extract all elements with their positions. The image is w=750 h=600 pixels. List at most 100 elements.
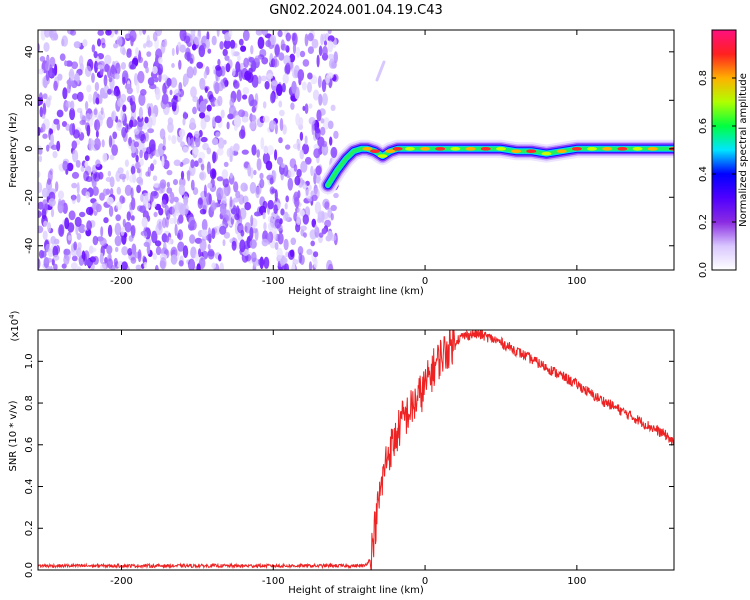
- noise-speck: [95, 159, 101, 168]
- noise-speck: [240, 45, 247, 52]
- noise-speck: [294, 196, 300, 208]
- noise-speck: [57, 200, 64, 214]
- noise-speck: [299, 50, 306, 58]
- noise-speck: [38, 148, 43, 155]
- noise-speck: [170, 254, 178, 265]
- noise-speck: [56, 140, 61, 152]
- signal-hotspot: [420, 147, 431, 151]
- noise-speck: [53, 80, 58, 91]
- noise-speck: [318, 93, 323, 106]
- colorbar: 0.0 0.2 0.4 0.6 0.8 Normalized spectral ampl…: [698, 29, 749, 278]
- noise-speck: [196, 263, 201, 270]
- noise-speck: [237, 54, 241, 62]
- noise-speck: [232, 197, 239, 203]
- noise-speck: [198, 248, 202, 258]
- noise-speck: [78, 258, 84, 266]
- noise-speck: [280, 208, 285, 216]
- noise-speck: [251, 251, 257, 263]
- noise-speck: [130, 215, 135, 221]
- noise-speck: [180, 141, 186, 148]
- noise-speck: [211, 138, 219, 146]
- noise-speck: [51, 144, 58, 150]
- noise-speck: [117, 167, 124, 174]
- noise-speck: [84, 65, 92, 78]
- noise-speck: [164, 205, 170, 216]
- noise-speck: [137, 70, 145, 84]
- noise-speck: [259, 178, 265, 189]
- noise-speck: [153, 211, 158, 218]
- noise-speck: [214, 81, 220, 95]
- noise-speck: [155, 87, 161, 101]
- noise-speck: [41, 187, 49, 198]
- noise-speck: [278, 137, 283, 144]
- noise-speck: [92, 255, 99, 265]
- noise-speck: [193, 147, 199, 156]
- signal-hotspot: [465, 147, 476, 151]
- snr-x-tick-label: -100: [262, 576, 285, 587]
- noise-speck: [314, 126, 321, 140]
- noise-speck: [86, 220, 92, 231]
- noise-speck: [321, 228, 327, 235]
- noise-speck: [152, 66, 158, 74]
- noise-speck: [125, 170, 130, 181]
- noise-speck: [119, 195, 125, 205]
- noise-speck: [157, 57, 163, 64]
- noise-speck: [194, 160, 199, 167]
- noise-speck: [291, 80, 297, 94]
- noise-speck: [300, 160, 308, 173]
- signal-hotspot: [404, 147, 415, 151]
- noise-speck: [74, 216, 82, 227]
- noise-speck: [318, 45, 323, 57]
- noise-speck: [38, 182, 43, 194]
- noise-speck: [241, 116, 249, 123]
- noise-speck: [327, 40, 334, 53]
- noise-speck: [330, 204, 337, 212]
- spectrogram-x-tick-label: -200: [110, 276, 133, 287]
- noise-speck: [233, 143, 240, 152]
- noise-speck: [178, 214, 184, 224]
- noise-speck: [116, 35, 123, 47]
- noise-speck: [296, 168, 302, 178]
- noise-speck: [63, 248, 71, 256]
- colorbar-frame: [711, 29, 737, 271]
- noise-speck: [262, 212, 266, 220]
- noise-speck: [225, 209, 231, 222]
- noise-speck: [129, 30, 137, 42]
- noise-speck: [124, 33, 131, 39]
- noise-speck: [194, 252, 199, 262]
- noise-speck: [187, 258, 196, 270]
- noise-speck: [231, 240, 237, 251]
- noise-speck: [249, 121, 256, 130]
- noise-speck: [297, 69, 305, 82]
- noise-speck: [92, 186, 99, 196]
- noise-speck: [321, 140, 328, 148]
- noise-speck: [167, 117, 174, 125]
- noise-speck: [219, 41, 224, 50]
- noise-speck: [100, 263, 107, 270]
- noise-speck: [262, 101, 267, 109]
- noise-speck: [51, 258, 55, 266]
- noise-speck: [302, 182, 308, 190]
- noise-speck: [229, 196, 233, 208]
- snr-panel: -200 -100 0 100 0.0 0.2 0.4 0.6 0.8 1.0 Height of…: [8, 310, 675, 596]
- noise-speck: [313, 148, 321, 159]
- noise-speck: [111, 111, 115, 121]
- noise-speck: [53, 254, 60, 261]
- noise-speck: [137, 56, 144, 64]
- noise-speck: [78, 55, 84, 67]
- noise-speck: [276, 156, 284, 166]
- noise-speck: [91, 140, 95, 146]
- signal-hotspot: [496, 147, 506, 151]
- noise-speck: [297, 207, 302, 215]
- figure-title: GN02.2024.001.04.19.C43: [269, 3, 443, 18]
- noise-speck: [251, 106, 256, 113]
- noise-speck: [71, 194, 76, 202]
- noise-speck: [166, 187, 173, 194]
- noise-speck: [220, 109, 225, 119]
- noise-speck: [207, 90, 214, 100]
- colorbar-tick-label: 0.6: [698, 118, 709, 134]
- noise-speck: [171, 135, 177, 145]
- snr-x-label: Height of straight line (km): [288, 585, 424, 596]
- noise-speck: [138, 30, 143, 36]
- noise-speck: [152, 253, 157, 260]
